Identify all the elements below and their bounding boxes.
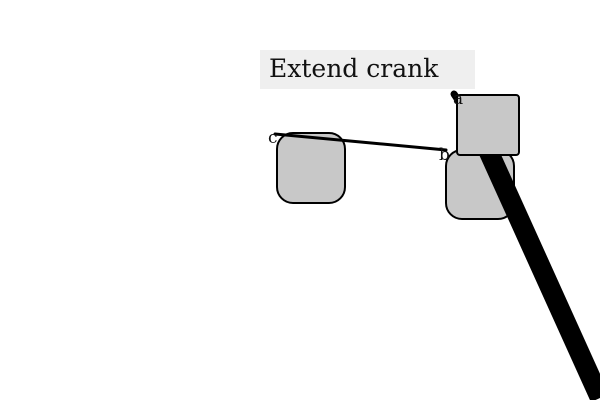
connecting-link <box>273 132 448 152</box>
left-block <box>276 132 346 204</box>
point-label-a: a <box>453 89 463 109</box>
crank-arm <box>468 123 600 400</box>
point-label-b: b <box>439 145 450 165</box>
point-label-c: c <box>268 128 278 148</box>
diagram-title: Extend crank <box>260 50 475 89</box>
slider-block <box>456 94 520 156</box>
